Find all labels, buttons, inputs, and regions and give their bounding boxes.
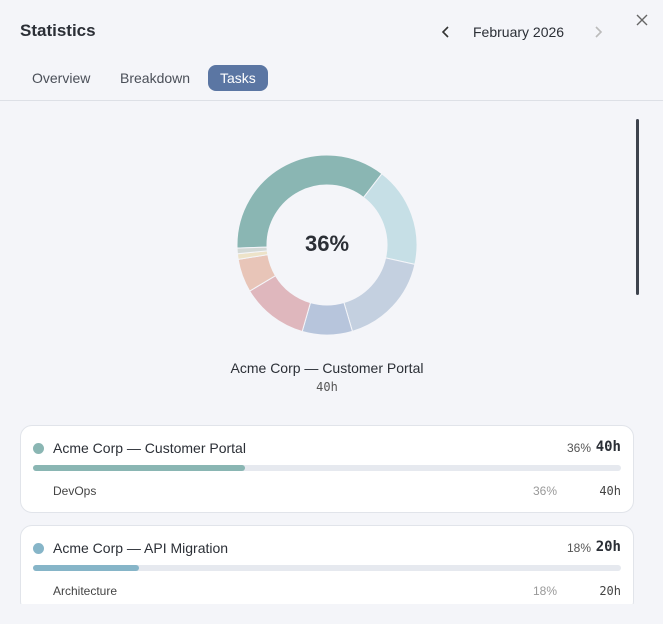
divider: [0, 100, 663, 101]
next-month[interactable]: [592, 24, 604, 40]
selected-hours: 40h: [316, 380, 338, 394]
selected-name: Acme Corp — Customer Portal: [230, 360, 424, 376]
center-label: 36%: [304, 231, 350, 256]
task-card[interactable]: Acme Corp — API Migration 18% 20h Architect…: [20, 525, 634, 604]
color-dot: [33, 543, 44, 554]
sub-label: Architecture: [53, 584, 118, 598]
progress-track: [33, 565, 621, 571]
progress-bar: [33, 565, 139, 571]
sub-percent: 36%: [532, 484, 557, 498]
panel-title: Statistics: [20, 21, 96, 40]
task-card[interactable]: Acme Corp — Customer Portal 36% 40h DevOps 3…: [20, 425, 634, 513]
prev-month[interactable]: [440, 24, 452, 40]
sub-percent: 18%: [532, 584, 557, 598]
task-hours: 40h: [595, 439, 621, 455]
color-dot: [33, 443, 44, 454]
scrollbar[interactable]: [636, 119, 639, 295]
sub-hours: 20h: [599, 584, 621, 598]
task-percent: 18%: [566, 541, 591, 555]
task-percent: 36%: [566, 441, 591, 455]
donut-segment[interactable]: [236, 246, 268, 255]
month-label: February 2026: [473, 24, 565, 40]
donut-chart: [236, 154, 418, 336]
task-hours: 20h: [595, 539, 621, 555]
tab[interactable]: Breakdown: [120, 70, 191, 86]
card-list: Acme Corp — Customer Portal 36% 40h DevOps 3…: [20, 425, 634, 604]
close-button[interactable]: [635, 13, 649, 27]
progress-bar: [33, 465, 245, 471]
sub-label: DevOps: [53, 484, 97, 498]
task-name: Acme Corp — API Migration: [53, 540, 229, 556]
tab-active[interactable]: Tasks: [208, 65, 268, 91]
task-name: Acme Corp — Customer Portal: [53, 440, 246, 456]
tab[interactable]: Overview: [32, 70, 91, 86]
sub-hours: 40h: [599, 484, 621, 498]
progress-track: [33, 465, 621, 471]
